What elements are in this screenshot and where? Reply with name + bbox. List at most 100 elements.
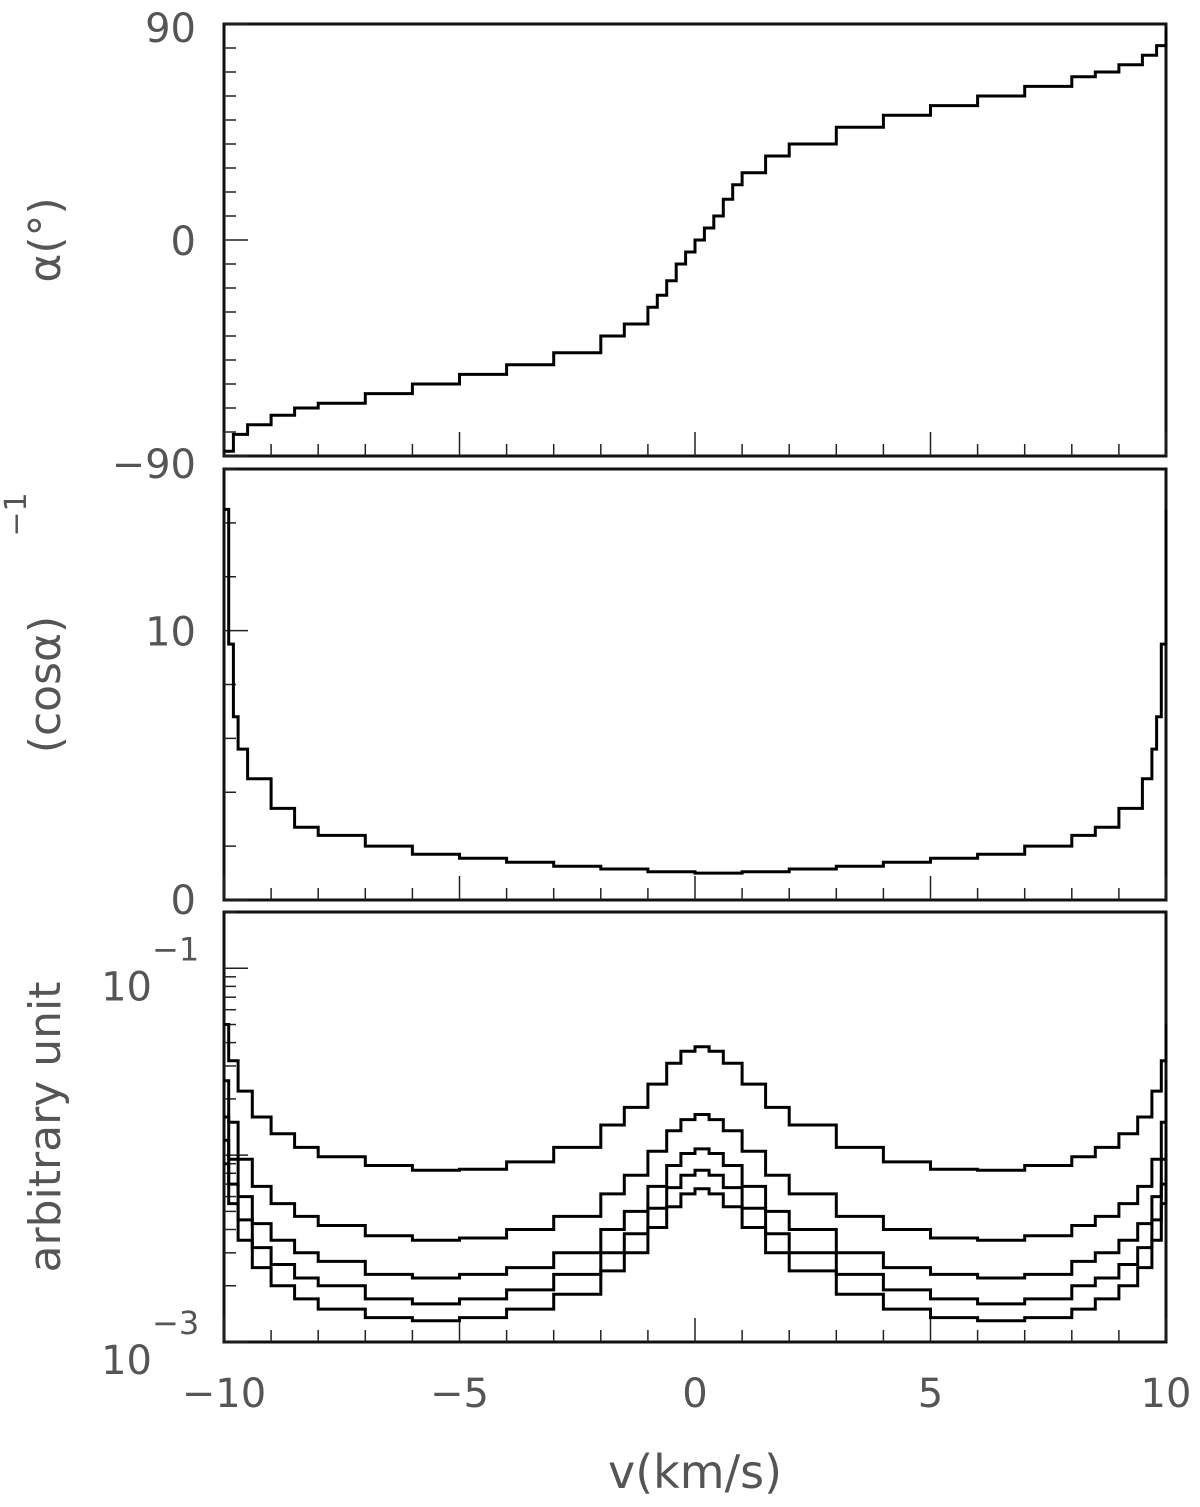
data-point xyxy=(1136,1185,1139,1188)
data-point xyxy=(623,1174,626,1177)
data-point xyxy=(741,1083,743,1085)
data-point xyxy=(976,95,979,97)
data-point xyxy=(788,1193,790,1195)
data-point xyxy=(703,227,706,229)
data-point xyxy=(722,1186,725,1189)
data-point xyxy=(929,1298,932,1300)
data-point xyxy=(788,1124,790,1126)
data-point xyxy=(665,1164,668,1167)
data-point xyxy=(552,1273,555,1276)
x-ticks xyxy=(223,876,1167,900)
data-point xyxy=(1071,1284,1073,1287)
data-point xyxy=(505,364,508,366)
data-point xyxy=(680,1050,682,1052)
data-point xyxy=(694,872,696,874)
data-point xyxy=(505,1289,508,1291)
data-point xyxy=(293,1252,296,1254)
x-tick-label: 5 xyxy=(918,1371,943,1417)
data-point xyxy=(293,826,296,829)
data-point xyxy=(505,1308,508,1310)
data-point xyxy=(1136,1266,1139,1269)
data-point xyxy=(223,450,225,453)
data-point xyxy=(600,335,602,337)
data-point xyxy=(929,1168,932,1171)
data-point xyxy=(623,1232,626,1235)
data-point xyxy=(270,1133,272,1135)
data-point xyxy=(1160,1202,1163,1205)
data-point xyxy=(741,870,743,873)
x-axis-label: v(km/s) xyxy=(608,1445,782,1499)
data-point xyxy=(1151,1195,1153,1198)
data-point xyxy=(411,1239,414,1242)
data-point xyxy=(882,861,885,864)
data-point xyxy=(694,1188,696,1190)
data-point xyxy=(882,1161,885,1163)
data-point xyxy=(232,716,235,718)
data-point xyxy=(552,1293,555,1296)
data-point xyxy=(713,215,715,217)
data-point xyxy=(1118,64,1120,66)
data-point xyxy=(227,1202,230,1205)
panel-top: 90 0 −90 α(°) xyxy=(20,6,1168,488)
y-tick-label: 0 xyxy=(171,219,196,265)
y-tick-label-exponent: −1 xyxy=(152,930,199,968)
data-point xyxy=(623,323,626,325)
data-point xyxy=(665,1205,668,1208)
data-point xyxy=(600,1270,602,1272)
data-point xyxy=(665,280,668,282)
data-point xyxy=(505,1228,508,1231)
data-point xyxy=(270,1239,272,1242)
data-point xyxy=(623,1106,626,1109)
data-point xyxy=(647,870,649,873)
data-point xyxy=(647,1226,649,1229)
data-point xyxy=(708,1050,710,1052)
data-point xyxy=(1141,777,1144,780)
data-point xyxy=(364,392,367,395)
data-point xyxy=(411,1277,414,1279)
data-point xyxy=(1023,1273,1026,1276)
data-point xyxy=(458,1168,461,1171)
data-point xyxy=(232,433,235,436)
data-point xyxy=(1141,54,1144,56)
data-point xyxy=(665,1062,668,1065)
data-point xyxy=(731,184,734,186)
data-point xyxy=(223,508,225,511)
data-point xyxy=(835,126,838,128)
data-point xyxy=(600,1252,602,1254)
data-point xyxy=(1136,1246,1139,1249)
data-point xyxy=(680,1174,682,1177)
data-point xyxy=(647,1150,649,1152)
data-point xyxy=(270,1263,272,1266)
data-point xyxy=(1155,716,1158,718)
data-point xyxy=(411,1303,414,1305)
data-point xyxy=(1136,1222,1139,1225)
data-point xyxy=(1160,1158,1163,1161)
data-point xyxy=(1165,508,1167,511)
data-point xyxy=(1160,1121,1163,1124)
data-point xyxy=(976,1303,979,1305)
data-point xyxy=(552,1146,555,1149)
data-point xyxy=(1023,1298,1026,1300)
data-point xyxy=(1094,1215,1097,1218)
data-point xyxy=(665,1186,668,1189)
data-point xyxy=(835,865,838,868)
data-point xyxy=(270,1202,272,1205)
data-point xyxy=(1094,1298,1097,1300)
data-point xyxy=(976,1277,979,1279)
data-point xyxy=(505,1266,508,1269)
data-point xyxy=(293,1215,296,1218)
data-point xyxy=(1165,1162,1167,1165)
data-point xyxy=(317,1308,320,1310)
data-point xyxy=(976,1169,979,1172)
data-point xyxy=(364,1273,367,1276)
data-point xyxy=(976,1319,979,1322)
data-point xyxy=(882,1266,885,1269)
data-point xyxy=(708,1118,710,1121)
data-point xyxy=(251,1185,254,1188)
data-point xyxy=(665,1129,668,1132)
data-point xyxy=(722,1129,725,1132)
data-point xyxy=(293,1298,296,1300)
data-point xyxy=(1118,1133,1120,1135)
y-axis-label-superscript: −1 xyxy=(0,492,34,536)
